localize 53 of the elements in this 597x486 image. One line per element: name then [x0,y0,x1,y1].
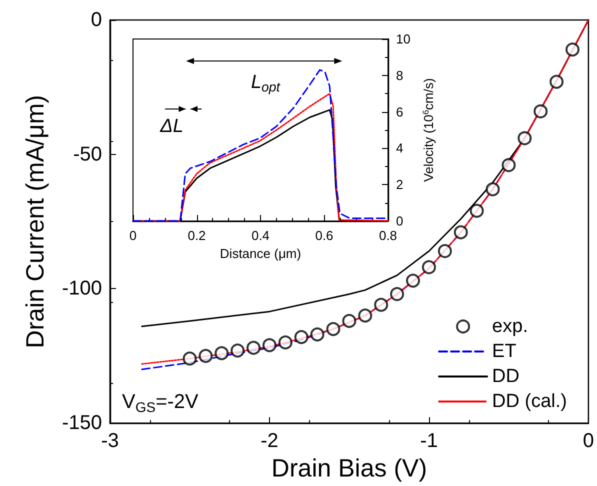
legend-label: exp. [492,316,528,337]
x-tick-label: 0.8 [378,228,398,243]
point [198,348,213,363]
y-axis-title: Drain Current (mA/μm) [22,94,50,348]
x-tick-label: 0 [129,228,137,243]
point [230,344,245,358]
point [566,42,580,57]
point [214,346,229,360]
x-tick-label: 0.2 [188,228,206,243]
x-tick-label: 0.4 [251,228,270,243]
point [502,158,516,172]
point [534,104,548,118]
annotation: ΔL [159,116,184,137]
x-tick-label: -1 [420,430,438,452]
x-tick-label: -3 [101,430,119,452]
y-tick-label: -100 [62,278,102,300]
y2-tick-label: 6 [396,104,404,120]
point [278,335,292,350]
x-axis-title: Distance (μm) [220,246,302,261]
y2-tick-label: 4 [396,140,404,156]
point [406,274,420,288]
point [518,131,532,146]
point [358,308,372,323]
legend-label: ET [492,341,517,362]
point [470,204,484,218]
y-tick-label: -150 [62,412,102,434]
point [454,225,468,240]
y2-tick-label: 8 [396,68,404,83]
point [422,260,436,274]
point [262,338,276,352]
point [326,322,340,336]
point [310,327,324,342]
point [182,352,197,366]
y-tick-label: 0 [90,9,102,31]
x-tick-label: 0.6 [315,228,334,243]
y2-axis-title: Velocity (106cm/s) [420,78,436,182]
y2-tick-label: 10 [396,32,410,46]
point [342,314,356,328]
legend-label: DD [492,366,520,387]
y2-tick-label: 0 [396,214,404,228]
point [550,74,564,89]
x-tick-label: 0 [582,430,594,452]
y-tick-label: -50 [73,143,102,166]
point [438,244,452,258]
point [374,298,388,312]
x-tick-label: -2 [260,430,278,452]
y2-tick-label: 2 [396,177,404,192]
legend-label: DD (cal.) [492,391,568,412]
point [486,182,500,196]
point [294,330,308,344]
x-axis-title: Drain Bias (V) [271,454,428,482]
point [390,287,404,302]
point [246,340,261,355]
